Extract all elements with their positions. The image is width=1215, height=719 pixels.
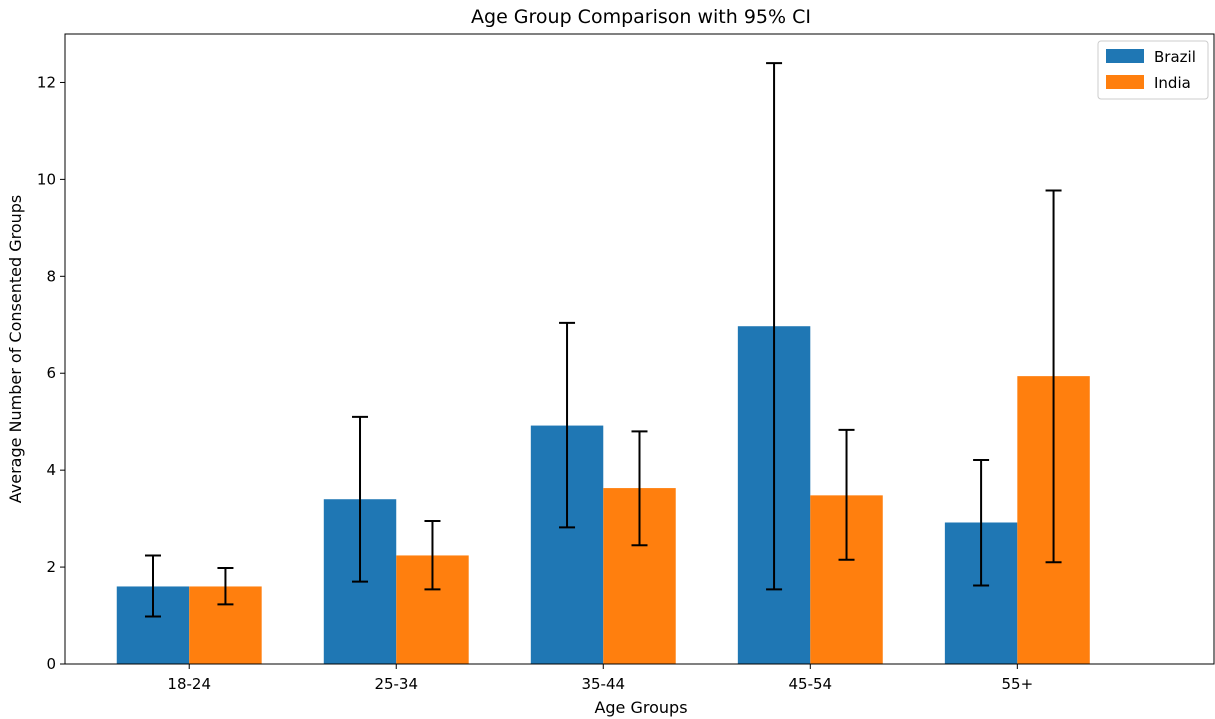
- legend-label-india: India: [1154, 74, 1191, 92]
- y-tick-label: 2: [46, 558, 56, 576]
- legend-swatch-brazil: [1106, 49, 1144, 63]
- error-bar-india-1: [424, 520, 441, 591]
- x-tick-label: 25-34: [374, 675, 418, 693]
- error-bar-india-0: [217, 567, 234, 606]
- axes-frame: [64, 33, 1215, 665]
- y-tick-label: 6: [46, 364, 56, 382]
- error-bar-brazil-2: [559, 321, 576, 529]
- x-tick-label: 45-54: [789, 675, 833, 693]
- y-tick-label: 10: [37, 170, 56, 188]
- x-axis-label: Age Groups: [594, 698, 687, 717]
- error-bar-india-2: [631, 430, 648, 547]
- legend-label-brazil: Brazil: [1154, 48, 1196, 66]
- y-tick-label: 8: [46, 267, 56, 285]
- error-bar-india-4: [1045, 189, 1062, 564]
- chart-title: Age Group Comparison with 95% CI: [471, 6, 811, 28]
- y-tick-label: 4: [46, 461, 56, 479]
- plot-area: 0 2 4 6 8 10 12 18-24 25-34 35-44 45-54 55+: [37, 33, 1215, 693]
- y-axis-label: Average Number of Consented Groups: [6, 195, 25, 503]
- legend: Brazil India: [1097, 40, 1209, 100]
- error-bar-brazil-3: [766, 62, 783, 591]
- error-bar-brazil-1: [352, 415, 369, 583]
- y-tick-label: 12: [37, 73, 56, 91]
- x-tick-label: 18-24: [167, 675, 211, 693]
- x-tick-label: 55+: [1001, 675, 1033, 693]
- x-tick-label: 35-44: [581, 675, 625, 693]
- error-bar-brazil-0: [144, 554, 161, 618]
- error-bar-brazil-4: [973, 458, 990, 587]
- legend-swatch-india: [1106, 75, 1144, 89]
- y-tick-label: 0: [46, 655, 56, 673]
- error-bar-india-3: [838, 428, 855, 561]
